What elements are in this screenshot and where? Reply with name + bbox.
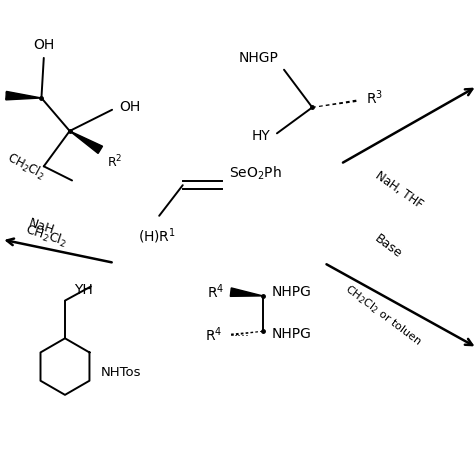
Text: HY: HY bbox=[251, 128, 270, 143]
Text: $_2$: $_2$ bbox=[4, 89, 10, 102]
Text: OH: OH bbox=[119, 100, 140, 114]
Text: (H)R$^1$: (H)R$^1$ bbox=[138, 226, 176, 246]
Text: NHGP: NHGP bbox=[238, 51, 278, 65]
Text: OH: OH bbox=[33, 38, 55, 52]
Text: R$^{4}$: R$^{4}$ bbox=[205, 326, 222, 344]
Text: R$^2$: R$^2$ bbox=[108, 154, 123, 170]
Polygon shape bbox=[70, 131, 102, 154]
Text: ....: .... bbox=[234, 326, 250, 339]
Text: CH$_2$Cl$_2$ or toluen: CH$_2$Cl$_2$ or toluen bbox=[342, 282, 424, 348]
Text: Base: Base bbox=[372, 232, 404, 261]
Text: NHPG: NHPG bbox=[271, 327, 311, 341]
Text: CH$_2$Cl$_2$: CH$_2$Cl$_2$ bbox=[23, 221, 69, 250]
Polygon shape bbox=[230, 288, 263, 296]
Text: NHTos: NHTos bbox=[100, 366, 141, 379]
Text: YH: YH bbox=[74, 283, 93, 297]
Text: CH$_2$Cl$_2$: CH$_2$Cl$_2$ bbox=[4, 150, 47, 183]
Text: NaH, THF: NaH, THF bbox=[373, 169, 426, 211]
Text: R$^4$: R$^4$ bbox=[207, 283, 224, 301]
Text: SeO$_2$Ph: SeO$_2$Ph bbox=[229, 165, 282, 182]
Text: R$^3$: R$^3$ bbox=[366, 89, 383, 107]
Text: NHPG: NHPG bbox=[271, 285, 311, 299]
Text: NaH: NaH bbox=[27, 217, 56, 237]
Polygon shape bbox=[6, 91, 41, 100]
